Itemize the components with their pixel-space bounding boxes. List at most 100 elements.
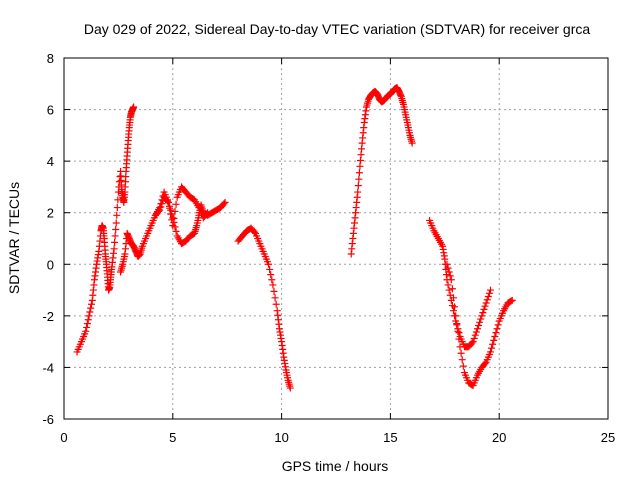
data-point-marker — [267, 271, 275, 279]
data-point-marker — [484, 293, 492, 301]
data-point-marker — [454, 327, 462, 335]
data-point-marker — [156, 204, 164, 212]
data-point-marker — [171, 207, 179, 215]
data-point-marker — [110, 245, 118, 253]
data-point-marker — [508, 296, 516, 304]
data-point-marker — [447, 276, 455, 284]
data-point-marker — [472, 328, 480, 336]
x-axis-label: GPS time / hours — [282, 458, 389, 474]
chart-title: Day 029 of 2022, Sidereal Day-to-day VTE… — [84, 21, 590, 37]
data-point-marker — [112, 225, 120, 233]
data-point-marker — [112, 219, 120, 227]
data-point-marker — [83, 320, 91, 328]
data-point-marker — [269, 281, 277, 289]
data-point-marker — [491, 332, 499, 340]
data-point-marker — [286, 384, 294, 392]
data-point-marker — [355, 175, 363, 183]
data-point-marker — [486, 286, 494, 294]
data-point-marker — [113, 204, 121, 212]
data-point-marker — [270, 287, 278, 295]
y-tick-label: 8 — [47, 51, 54, 66]
data-point-marker — [82, 327, 90, 335]
y-tick-label: -4 — [42, 360, 54, 375]
data-point-marker — [87, 300, 95, 308]
data-point-marker — [446, 272, 454, 280]
data-point-marker — [111, 238, 119, 246]
data-point-marker — [445, 286, 453, 294]
data-point-marker — [84, 316, 92, 324]
data-point-marker — [87, 304, 95, 312]
data-point-marker — [450, 307, 458, 315]
x-tick-label: 20 — [492, 430, 506, 445]
data-point-marker — [489, 340, 497, 348]
data-point-marker — [157, 200, 165, 208]
data-point-marker — [477, 315, 485, 323]
data-point-marker — [354, 182, 362, 190]
data-point-marker — [471, 331, 479, 339]
data-point-marker — [443, 260, 451, 268]
data-point-marker — [473, 325, 481, 333]
data-point-marker — [470, 334, 478, 342]
y-tick-label: 4 — [47, 154, 54, 169]
data-point-marker — [459, 362, 467, 370]
data-point-marker — [457, 349, 465, 357]
data-point-marker — [265, 260, 273, 268]
y-tick-label: -6 — [42, 412, 54, 427]
data-point-marker — [481, 360, 489, 368]
data-point-marker — [455, 335, 463, 343]
data-point-marker — [478, 312, 486, 320]
data-point-marker — [130, 103, 138, 111]
data-point-marker — [271, 294, 279, 302]
data-point-marker — [452, 312, 460, 320]
data-point-marker — [469, 338, 477, 346]
data-point-marker — [479, 309, 487, 317]
data-point-marker — [485, 289, 493, 297]
data-point-marker — [250, 228, 258, 236]
data-point-marker — [492, 329, 500, 337]
data-point-marker — [456, 343, 464, 351]
data-point-marker — [408, 139, 416, 147]
data-point-marker — [476, 318, 484, 326]
x-tick-label: 5 — [169, 430, 176, 445]
y-axis-label: SDTVAR / TECUs — [6, 182, 22, 294]
axis-ticks: 0 5 10 15 20 25 -6 -4 -2 0 2 4 6 8 — [42, 51, 615, 445]
x-tick-label: 10 — [274, 430, 288, 445]
data-point-marker — [475, 322, 483, 330]
data-point-marker — [170, 215, 178, 223]
data-point-marker — [221, 198, 229, 206]
data-point-marker — [493, 325, 501, 333]
data-point-marker — [481, 302, 489, 310]
y-tick-label: 0 — [47, 257, 54, 272]
data-point-marker — [111, 232, 119, 240]
data-point-marker — [220, 200, 228, 208]
data-point-marker — [204, 209, 212, 217]
plot-frame — [63, 57, 609, 420]
data-point-marker — [268, 276, 276, 284]
data-point-marker — [113, 211, 121, 219]
y-tick-label: 6 — [47, 103, 54, 118]
data-point-marker — [482, 299, 490, 307]
data-point-marker — [355, 169, 363, 177]
data-point-marker — [494, 321, 502, 329]
data-point-marker — [507, 297, 515, 305]
data-point-marker — [455, 329, 463, 337]
data-point-marker — [490, 336, 498, 344]
data-point-marker — [448, 285, 456, 293]
data-point-marker — [450, 294, 458, 302]
data-point-marker — [266, 265, 274, 273]
data-point-marker — [86, 308, 94, 316]
data-point-marker — [468, 339, 476, 347]
x-tick-label: 0 — [60, 430, 67, 445]
data-point-marker — [483, 296, 491, 304]
y-tick-label: -2 — [42, 309, 54, 324]
x-tick-label: 25 — [601, 430, 615, 445]
data-point-marker — [444, 264, 452, 272]
data-point-marker — [167, 210, 175, 218]
data-point-marker — [164, 198, 172, 206]
data-point-marker — [445, 268, 453, 276]
data-point-marker — [451, 303, 459, 311]
data-point-marker — [172, 200, 180, 208]
data-point-marker — [172, 227, 180, 235]
data-point-marker — [354, 188, 362, 196]
